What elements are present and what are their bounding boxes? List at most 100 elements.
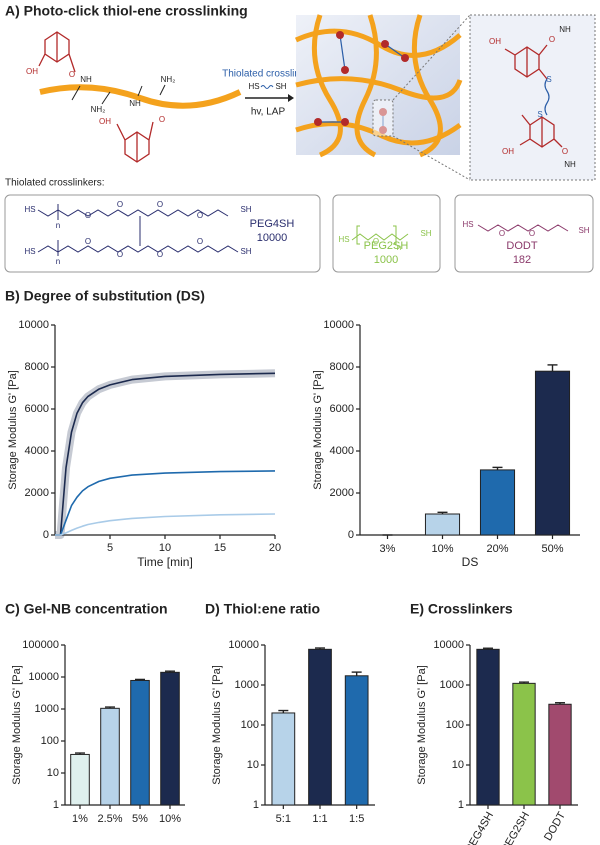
atom-label: SH — [578, 226, 589, 235]
crosslinker-box — [454, 194, 594, 273]
section-label: Thiolated crosslinkers: — [5, 178, 104, 189]
panel-title: A) Photo-click thiol-ene crosslinking — [5, 3, 248, 19]
y-tick-label: 100 — [241, 719, 259, 731]
y-tick-label: 10000 — [323, 319, 354, 331]
norbornene — [38, 31, 76, 73]
y-tick-label: 1000 — [440, 679, 464, 691]
atom-label: n — [397, 243, 401, 252]
y-tick-label: 10000 — [228, 639, 259, 651]
y-axis-label: Storage Modulus G' [Pa] — [7, 370, 19, 490]
y-tick-label: 6000 — [25, 403, 49, 415]
atom-label: O — [157, 200, 163, 209]
atom-label: HS — [462, 220, 473, 229]
y-tick-label: 10 — [247, 759, 259, 771]
bar — [548, 703, 572, 806]
y-tick-label: 10 — [47, 767, 59, 779]
atom-label: NH — [129, 99, 141, 108]
x-tick-label: 5 — [107, 542, 113, 554]
y-tick-label: 10000 — [18, 319, 49, 331]
inset-ring — [519, 114, 563, 148]
y-tick-label: 100 — [446, 719, 464, 731]
x-tick-label: PEG4SH — [463, 810, 496, 845]
crosslinker-mw: 182 — [513, 254, 531, 266]
y-tick-label: 6000 — [330, 403, 354, 415]
y-tick-label: 0 — [43, 529, 49, 541]
atom-label: NH — [564, 160, 576, 169]
y-tick-label: 2000 — [25, 487, 49, 499]
arrow-label: Thiolated crosslinker — [222, 69, 314, 80]
atom-label: O — [562, 147, 568, 156]
atom-label: NH₂ — [91, 105, 106, 114]
x-tick-label: 20% — [486, 543, 508, 555]
atom-label: NH₂ — [161, 75, 176, 84]
x-tick-label: 20 — [269, 542, 281, 554]
y-tick-label: 8000 — [25, 361, 49, 373]
atom-label: O — [85, 237, 91, 246]
x-tick-label: 5% — [132, 813, 148, 825]
wavy-linker — [260, 85, 274, 89]
y-axis-label: Storage Modulus G' [Pa] — [312, 370, 324, 490]
panel-title: D) Thiol:ene ratio — [205, 601, 320, 617]
formula: HS — [248, 82, 259, 91]
panel-title: E) Crosslinkers — [410, 601, 513, 617]
y-tick-label: 1 — [53, 799, 59, 811]
y-tick-label: 10 — [452, 759, 464, 771]
x-tick-label: 50% — [541, 543, 563, 555]
atom-label: HS — [24, 247, 35, 256]
atom-label: O — [549, 35, 555, 44]
atom-label: OH — [489, 37, 501, 46]
arrow-head — [288, 94, 294, 102]
y-tick-label: 4000 — [330, 445, 354, 457]
x-axis-label: Time [min] — [137, 555, 193, 569]
bar — [424, 513, 461, 536]
zoom-lines — [392, 14, 471, 181]
y-axis-label: Storage Modulus G' [Pa] — [416, 665, 428, 785]
x-tick-label: 2.5% — [97, 813, 122, 825]
atom-label: O — [499, 229, 505, 238]
panel-title: C) Gel-NB concentration — [5, 601, 168, 617]
x-axis-label: DS — [462, 555, 479, 569]
atom-label: O — [117, 250, 123, 259]
bar — [130, 679, 150, 806]
bar — [308, 648, 332, 806]
atom-label: S — [546, 75, 551, 84]
line-series — [55, 372, 276, 536]
y-tick-label: 1 — [458, 799, 464, 811]
atom-label: S — [537, 110, 542, 119]
peg2sh-structure — [351, 225, 409, 245]
bar — [100, 707, 120, 806]
atom-label: OH — [26, 67, 38, 76]
bar — [476, 648, 500, 806]
line-series — [55, 470, 276, 536]
atom-label: NH — [559, 25, 571, 34]
y-tick-label: 4000 — [25, 445, 49, 457]
crosslinker-name: DODT — [506, 240, 537, 252]
x-tick-label: 5:1 — [276, 813, 291, 825]
y-tick-label: 1000 — [35, 703, 59, 715]
atom-label: OH — [99, 117, 111, 126]
bar — [479, 469, 516, 536]
y-tick-label: 10000 — [433, 639, 464, 651]
atom-label: HS — [24, 205, 35, 214]
bonds — [71, 84, 166, 105]
inset-ring — [504, 44, 548, 80]
atom-label: HS — [338, 235, 349, 244]
x-tick-label: 3% — [380, 543, 396, 555]
panel-title: B) Degree of substitution (DS) — [5, 288, 205, 304]
atom-label: O — [85, 211, 91, 220]
bar — [160, 671, 180, 806]
atom-label: O — [197, 211, 203, 220]
x-tick-label: DODT — [542, 810, 568, 843]
polymer-chain — [39, 84, 242, 109]
y-tick-label: 10000 — [28, 671, 59, 683]
inset-linker — [544, 78, 550, 116]
crosslinker-box — [332, 194, 441, 273]
dodt-structure — [477, 224, 569, 232]
atom-label: NH — [80, 75, 92, 84]
x-tick-label: 1% — [72, 813, 88, 825]
atom-label: O — [529, 229, 535, 238]
y-tick-label: 0 — [348, 529, 354, 541]
x-tick-label: 15 — [214, 542, 226, 554]
crosslinker-name: PEG2SH — [364, 240, 409, 252]
